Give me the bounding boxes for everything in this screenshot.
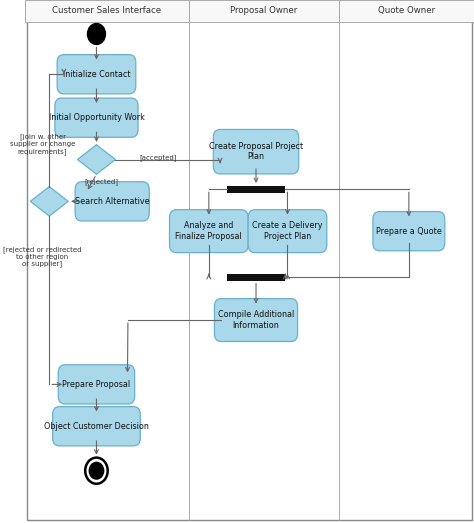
Text: Search Alternative: Search Alternative: [75, 197, 149, 206]
FancyBboxPatch shape: [170, 210, 248, 253]
FancyBboxPatch shape: [58, 365, 135, 404]
Circle shape: [89, 462, 104, 479]
Text: Create a Delivery
Project Plan: Create a Delivery Project Plan: [252, 221, 323, 241]
Polygon shape: [78, 145, 115, 174]
Text: Prepare Proposal: Prepare Proposal: [63, 380, 130, 389]
Text: Analyze and
Finalize Proposal: Analyze and Finalize Proposal: [175, 221, 242, 241]
Bar: [227, 274, 285, 280]
FancyBboxPatch shape: [55, 98, 138, 137]
FancyBboxPatch shape: [27, 3, 472, 520]
Text: Initial Opportunity Work: Initial Opportunity Work: [48, 113, 145, 122]
FancyBboxPatch shape: [189, 0, 339, 22]
FancyBboxPatch shape: [373, 211, 445, 251]
FancyBboxPatch shape: [75, 182, 149, 221]
FancyBboxPatch shape: [214, 299, 298, 342]
Text: Object Customer Decision: Object Customer Decision: [44, 422, 149, 431]
Text: [rejected or redirected
to other region
or supplier]: [rejected or redirected to other region …: [3, 246, 82, 267]
FancyBboxPatch shape: [339, 0, 474, 22]
FancyBboxPatch shape: [213, 130, 299, 174]
Text: [rejected]: [rejected]: [84, 178, 118, 185]
FancyBboxPatch shape: [248, 210, 327, 253]
Text: Create Proposal Project
Plan: Create Proposal Project Plan: [209, 142, 303, 162]
Circle shape: [88, 24, 105, 44]
Text: Proposal Owner: Proposal Owner: [230, 6, 298, 16]
FancyBboxPatch shape: [53, 407, 140, 446]
Text: Quote Owner: Quote Owner: [378, 6, 435, 16]
Polygon shape: [30, 187, 68, 216]
Text: [join w. other
supplier or change
requirements]: [join w. other supplier or change requir…: [10, 133, 75, 155]
FancyBboxPatch shape: [25, 0, 189, 22]
Text: [accepted]: [accepted]: [140, 154, 177, 161]
Text: Prepare a Quote: Prepare a Quote: [376, 226, 442, 236]
Text: Initialize Contact: Initialize Contact: [63, 70, 130, 79]
Bar: [227, 186, 285, 192]
Text: Customer Sales Interface: Customer Sales Interface: [52, 6, 161, 16]
FancyBboxPatch shape: [57, 55, 136, 94]
Text: Compile Additional
Information: Compile Additional Information: [218, 310, 294, 330]
